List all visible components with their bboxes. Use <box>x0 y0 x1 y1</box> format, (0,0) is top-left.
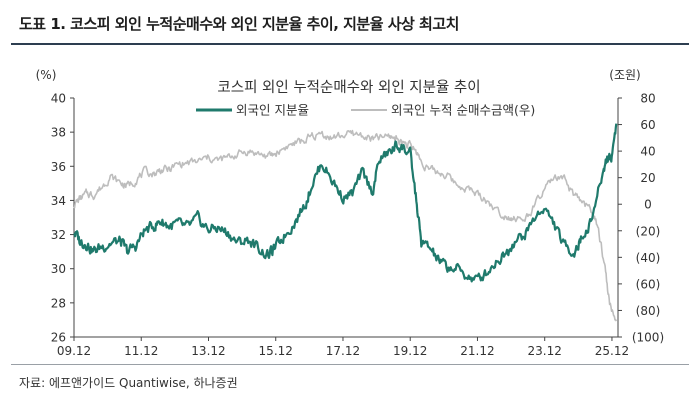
series-layer <box>73 123 618 322</box>
right-tick-label: 20 <box>640 171 655 185</box>
right-axis: (100) (80) (60) (40) (20) 0 20 40 60 80 <box>618 92 664 345</box>
legend: 외국인 지분율 외국인 누적 순매수금액(우) <box>196 103 535 118</box>
right-tick-label: (100) <box>632 331 664 345</box>
ownership-series-line <box>73 123 618 283</box>
x-tick-label: 17.12 <box>326 344 360 358</box>
left-tick-label: 38 <box>51 126 66 140</box>
right-tick-label: (80) <box>636 304 661 318</box>
x-tick-label: 21.12 <box>460 344 494 358</box>
chart-title: 코스피 외인 누적순매수와 외인 지분율 추이 <box>217 79 480 96</box>
right-tick-label: (40) <box>636 251 661 265</box>
figure-header: 도표 1. 코스피 외인 누적순매수와 외인 지분율 추이, 지분율 사상 최고… <box>0 0 700 45</box>
x-tick-label: 25.12 <box>595 344 629 358</box>
legend-ownership-label: 외국인 지분율 <box>236 103 309 118</box>
left-axis-unit: (%) <box>36 68 57 82</box>
right-tick-label: 60 <box>640 118 655 132</box>
left-tick-label: 36 <box>51 160 66 174</box>
right-axis-unit: (조원) <box>609 68 640 82</box>
left-tick-label: 34 <box>51 194 66 208</box>
right-tick-label: (20) <box>636 224 661 238</box>
left-tick-label: 26 <box>51 331 66 345</box>
x-tick-label: 09.12 <box>57 344 91 358</box>
left-tick-label: 28 <box>51 296 66 310</box>
legend-netbuy-label: 외국인 누적 순매수금액(우) <box>391 103 535 118</box>
left-tick-label: 40 <box>51 92 66 106</box>
x-tick-label: 19.12 <box>393 344 427 358</box>
header-rule <box>11 43 689 45</box>
footer-rule <box>11 364 689 365</box>
left-axis: 26 28 30 32 34 36 38 40 <box>51 92 74 345</box>
right-tick-label: (60) <box>636 277 661 291</box>
x-tick-label: 15.12 <box>259 344 293 358</box>
x-tick-label: 11.12 <box>124 344 158 358</box>
x-tick-label: 13.12 <box>191 344 225 358</box>
right-tick-label: 40 <box>640 145 655 159</box>
left-tick-label: 30 <box>51 262 66 276</box>
netbuy-series-line <box>73 129 618 322</box>
x-axis: 09.12 11.12 13.12 15.12 17.12 19.12 21.12 23.12… <box>57 337 629 358</box>
source-note: 자료: 에프앤가이드 Quantiwise, 하나증권 <box>19 376 238 390</box>
plot-frame <box>73 98 619 338</box>
figure-title: 도표 1. 코스피 외인 누적순매수와 외인 지분율 추이, 지분율 사상 최고… <box>19 15 459 33</box>
right-tick-label: 80 <box>640 92 655 106</box>
x-tick-label: 23.12 <box>528 344 562 358</box>
line-chart: 코스피 외인 누적순매수와 외인 지분율 추이 (%) (조원) 외국인 지분율… <box>36 68 665 358</box>
left-tick-label: 32 <box>51 228 66 242</box>
right-tick-label: 0 <box>644 198 652 212</box>
